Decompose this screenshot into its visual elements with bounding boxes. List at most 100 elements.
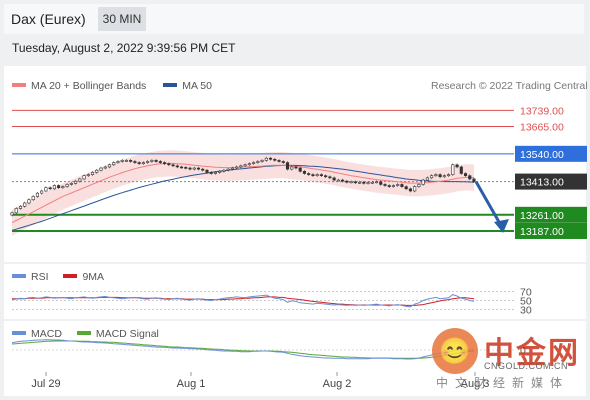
projection-arrowhead xyxy=(494,218,509,233)
candle-body xyxy=(281,161,285,163)
candle-body xyxy=(124,160,129,162)
candle-body xyxy=(430,175,434,179)
candle-body xyxy=(341,179,345,182)
candle-body xyxy=(383,184,387,186)
candle-body xyxy=(146,161,150,163)
rsi-legend: RSI 9MA xyxy=(12,271,104,283)
candle-body xyxy=(391,185,396,187)
candle-body xyxy=(192,167,196,170)
candle-body xyxy=(61,186,65,189)
candle-body xyxy=(324,175,328,178)
candle-body xyxy=(201,168,205,171)
candle-body xyxy=(362,181,366,184)
candle-body xyxy=(417,184,421,187)
macd-legend: MACD MACD Signal xyxy=(12,328,159,340)
candle-body xyxy=(44,187,48,192)
rsi-legend-label: RSI xyxy=(31,271,49,283)
candle-body xyxy=(459,166,463,174)
candle-body xyxy=(328,176,332,179)
candle-body xyxy=(319,174,323,176)
level-tag-current xyxy=(515,173,587,190)
candle-body xyxy=(74,180,78,184)
macd-legend-label: MACD xyxy=(31,328,62,340)
rsi-swatch xyxy=(12,274,26,279)
rsi-level-label: 30 xyxy=(520,305,532,317)
candle-body xyxy=(396,184,400,186)
candle-body xyxy=(27,199,31,204)
candle-body xyxy=(273,158,277,161)
candle-body xyxy=(154,160,158,162)
ma20-swatch xyxy=(12,83,26,88)
candle-body xyxy=(48,187,52,190)
candle-body xyxy=(184,167,188,169)
candle-body xyxy=(294,166,298,169)
candle-body xyxy=(285,162,290,170)
candle-body xyxy=(78,178,82,182)
candle-body xyxy=(18,205,23,209)
candle-body xyxy=(31,196,35,201)
ma20-line xyxy=(11,162,475,224)
candle-body xyxy=(52,185,56,190)
candle-body xyxy=(40,190,44,194)
candle-body xyxy=(10,212,14,216)
timestamp: Tuesday, August 2, 2022 9:39:56 PM CET xyxy=(12,41,236,55)
candle-body xyxy=(374,181,379,184)
candle-body xyxy=(247,163,251,166)
candle-body xyxy=(35,192,39,197)
candle-body xyxy=(158,161,162,163)
candle-body xyxy=(332,177,336,181)
credit-text: Research © 2022 Trading Central xyxy=(431,80,588,92)
candle-body xyxy=(408,188,412,192)
bollinger-band xyxy=(12,150,474,236)
candle-body xyxy=(243,164,247,167)
candle-body xyxy=(95,169,99,173)
rsi-level-label: 50 xyxy=(520,296,532,308)
candle-body xyxy=(438,174,442,178)
candle-body xyxy=(90,172,95,175)
candle-body xyxy=(188,167,192,170)
ma50-line xyxy=(11,164,475,231)
candle-body xyxy=(86,174,90,176)
candle-body xyxy=(235,166,239,169)
candle-body xyxy=(150,160,154,162)
candle-body xyxy=(213,172,218,174)
level-label-support-1: 13261.00 xyxy=(520,210,564,222)
interval-button[interactable]: 30 MIN xyxy=(98,7,146,31)
candle-body xyxy=(129,160,133,162)
candle-body xyxy=(298,167,302,172)
watermark-emblem: 😊 xyxy=(432,328,478,374)
candle-body xyxy=(196,167,201,170)
candle-body xyxy=(107,164,112,168)
macd-line xyxy=(11,339,475,360)
candle-body xyxy=(268,157,273,160)
macd-zero-label: 0 xyxy=(520,345,526,357)
level-tag-support-2 xyxy=(515,222,587,239)
candle-body xyxy=(290,166,294,170)
candle-body xyxy=(451,164,455,175)
candle-body xyxy=(413,186,417,192)
instrument-title: Dax (Eurex) xyxy=(11,11,86,27)
candle-body xyxy=(442,175,446,178)
price-legend: MA 20 + Bollinger Bands MA 50 xyxy=(12,80,212,92)
candle-body xyxy=(175,165,179,168)
candle-body xyxy=(447,174,451,176)
level-label-pivot: 13540.00 xyxy=(520,149,564,161)
candle-body xyxy=(434,174,438,176)
candle-body xyxy=(112,162,116,166)
rsi-ma-swatch xyxy=(63,274,78,279)
candle-body xyxy=(218,171,222,173)
candle-body xyxy=(345,180,349,183)
x-tick-label: Aug 1 xyxy=(177,378,206,390)
candle-body xyxy=(277,160,281,162)
ma50-swatch xyxy=(163,83,178,88)
candle-body xyxy=(209,172,213,174)
candle-body xyxy=(387,185,391,187)
candle-body xyxy=(82,175,86,180)
candle-body xyxy=(222,169,226,172)
candle-body xyxy=(120,160,124,162)
candle-body xyxy=(103,166,107,169)
candle-body xyxy=(315,174,319,176)
rsi-line xyxy=(11,294,475,308)
